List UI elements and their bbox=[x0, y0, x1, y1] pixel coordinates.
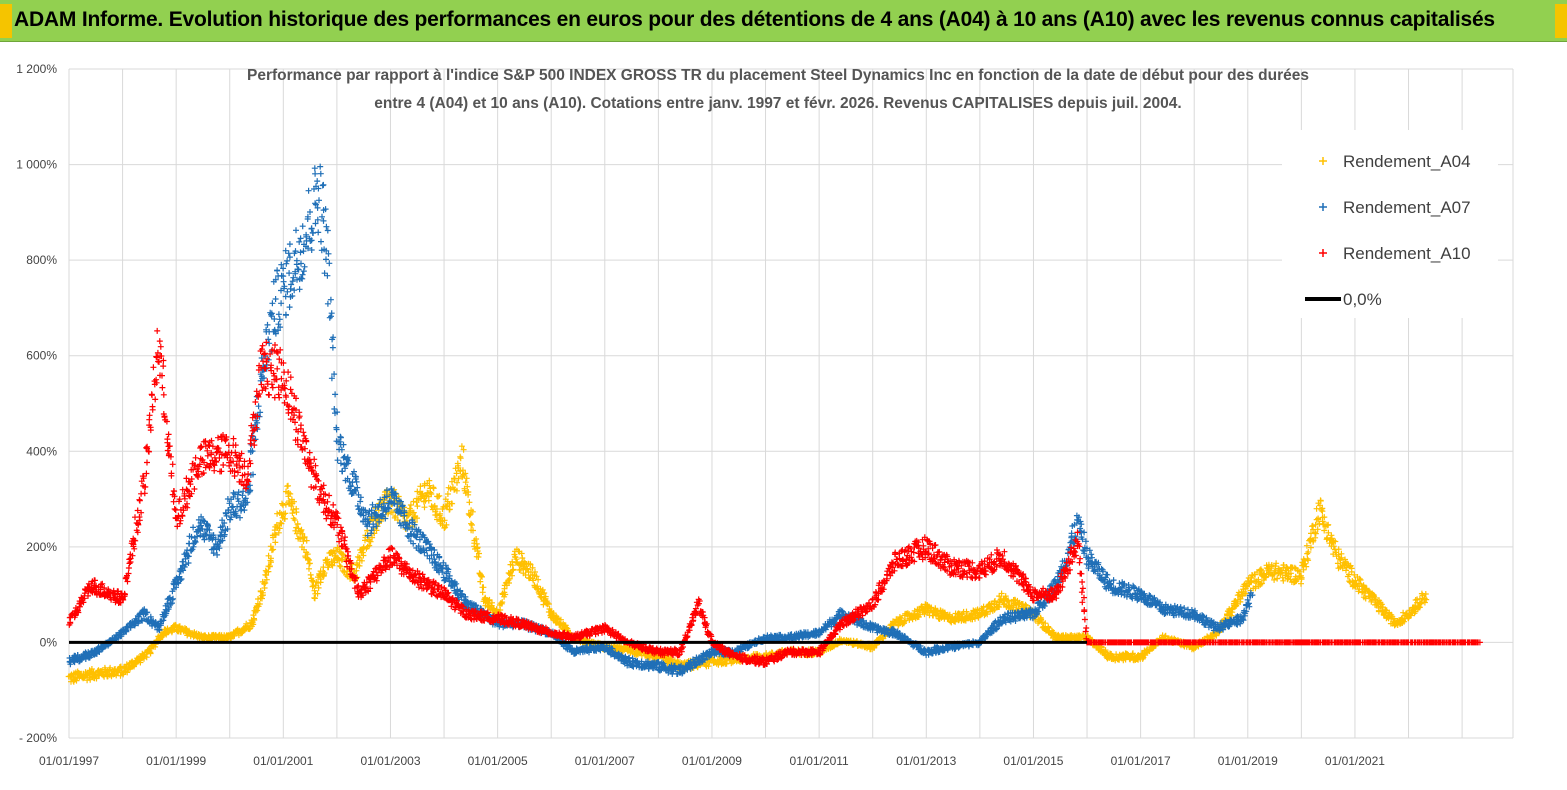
y-tick-label: 600% bbox=[26, 349, 57, 363]
y-tick-label: 400% bbox=[26, 444, 57, 458]
x-tick-label: 01/01/2007 bbox=[575, 754, 635, 768]
x-tick-label: 01/01/2005 bbox=[468, 754, 528, 768]
legend-label: Rendement_A10 bbox=[1343, 244, 1471, 263]
legend-label: Rendement_A04 bbox=[1343, 152, 1471, 171]
y-tick-label: 0% bbox=[40, 635, 58, 649]
y-axis-ticks: - 200% 0% 200% 400% 600% 800% 1 000% 1 200% bbox=[16, 62, 57, 745]
y-tick-label: 200% bbox=[26, 540, 57, 554]
x-tick-label: 01/01/1997 bbox=[39, 754, 99, 768]
legend-marker bbox=[1319, 157, 1327, 165]
report-banner: ADAM Informe. Evolution historique des p… bbox=[0, 0, 1567, 42]
corner-marker-top-left bbox=[0, 4, 12, 38]
x-tick-label: 01/01/2013 bbox=[896, 754, 956, 768]
chart-legend: Rendement_A04 Rendement_A07 Rendement_A10 0… bbox=[1305, 152, 1471, 309]
x-tick-label: 01/01/2001 bbox=[253, 754, 313, 768]
legend-marker bbox=[1319, 203, 1327, 211]
x-tick-label: 01/01/2017 bbox=[1111, 754, 1171, 768]
y-tick-label: 800% bbox=[26, 253, 57, 267]
report-title: ADAM Informe. Evolution historique des p… bbox=[14, 8, 1495, 31]
x-tick-label: 01/01/2019 bbox=[1218, 754, 1278, 768]
chart-title-line-2: entre 4 (A04) et 10 ans (A10). Cotations… bbox=[374, 95, 1181, 112]
x-tick-label: 01/01/2015 bbox=[1003, 754, 1063, 768]
x-tick-label: 01/01/2003 bbox=[360, 754, 420, 768]
x-tick-label: 01/01/1999 bbox=[146, 754, 206, 768]
legend-marker bbox=[1319, 249, 1327, 257]
y-tick-label: 1 000% bbox=[16, 158, 57, 172]
y-tick-label: - 200% bbox=[19, 731, 57, 745]
performance-chart: - 200% 0% 200% 400% 600% 800% 1 000% 1 200% 01/… bbox=[0, 42, 1567, 790]
chart-title-line-1: Performance par rapport à l'indice S&P 5… bbox=[247, 67, 1309, 84]
y-tick-label: 1 200% bbox=[16, 62, 57, 76]
x-tick-label: 01/01/2011 bbox=[790, 754, 849, 768]
x-tick-label: 01/01/2009 bbox=[682, 754, 742, 768]
x-axis-ticks: 01/01/1997 01/01/1999 01/01/2001 01/01/2003… bbox=[39, 754, 1385, 768]
legend-label: 0,0% bbox=[1343, 290, 1382, 309]
x-tick-label: 01/01/2021 bbox=[1325, 754, 1385, 768]
legend-label: Rendement_A07 bbox=[1343, 198, 1471, 217]
legend-background bbox=[1282, 130, 1498, 318]
corner-marker-top-right bbox=[1555, 4, 1567, 38]
